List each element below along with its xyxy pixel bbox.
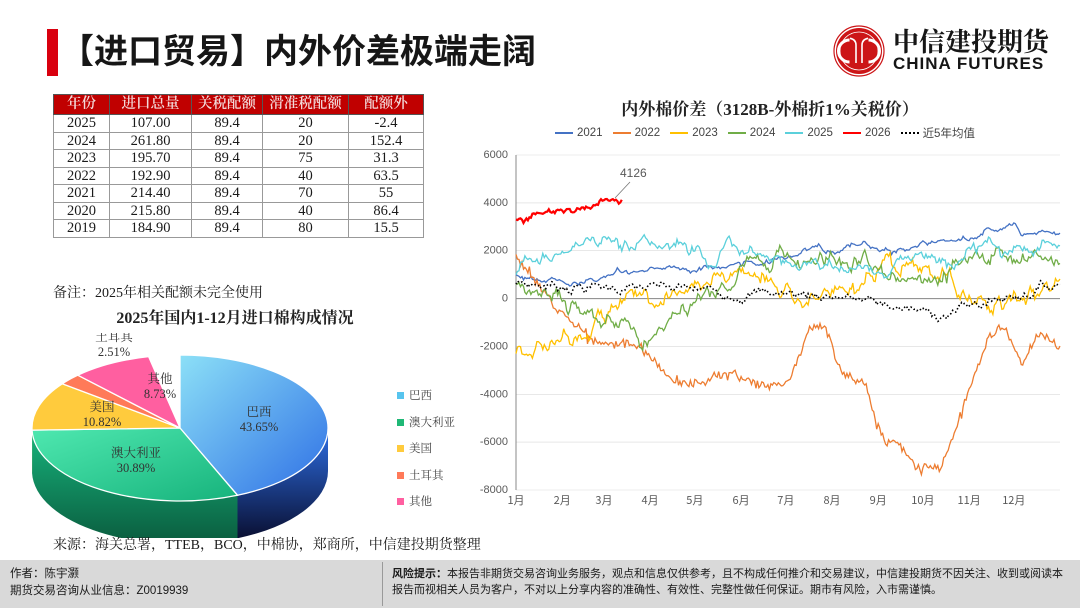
svg-text:澳大利亚: 澳大利亚 bbox=[111, 445, 162, 460]
svg-text:43.65%: 43.65% bbox=[240, 420, 279, 434]
svg-text:0: 0 bbox=[502, 293, 508, 305]
svg-text:1月: 1月 bbox=[507, 492, 524, 508]
svg-text:7月: 7月 bbox=[777, 492, 794, 508]
svg-text:土耳其: 土耳其 bbox=[95, 333, 133, 344]
svg-text:10.82%: 10.82% bbox=[83, 415, 122, 429]
svg-text:4月: 4月 bbox=[642, 492, 659, 508]
svg-text:6000: 6000 bbox=[484, 149, 508, 161]
svg-text:2月: 2月 bbox=[554, 492, 571, 508]
svg-text:10月: 10月 bbox=[911, 492, 934, 508]
svg-text:美国: 美国 bbox=[89, 400, 114, 414]
svg-text:其他: 其他 bbox=[147, 371, 173, 386]
svg-text:-8000: -8000 bbox=[480, 484, 508, 496]
svg-text:4126: 4126 bbox=[620, 166, 647, 180]
svg-text:2.51%: 2.51% bbox=[98, 345, 130, 359]
svg-text:-4000: -4000 bbox=[480, 388, 508, 400]
svg-text:8月: 8月 bbox=[823, 492, 840, 508]
svg-text:-2000: -2000 bbox=[480, 340, 508, 352]
svg-text:12月: 12月 bbox=[1002, 492, 1025, 508]
svg-text:3月: 3月 bbox=[595, 492, 612, 508]
svg-text:4000: 4000 bbox=[484, 197, 508, 209]
svg-text:30.89%: 30.89% bbox=[117, 461, 156, 475]
svg-text:5月: 5月 bbox=[686, 492, 703, 508]
svg-text:8.73%: 8.73% bbox=[144, 387, 176, 401]
svg-text:-6000: -6000 bbox=[480, 436, 508, 448]
svg-text:2000: 2000 bbox=[484, 245, 508, 257]
svg-text:9月: 9月 bbox=[870, 492, 887, 508]
svg-text:巴西: 巴西 bbox=[246, 405, 272, 419]
svg-text:11月: 11月 bbox=[957, 492, 980, 508]
svg-text:6月: 6月 bbox=[733, 492, 750, 508]
